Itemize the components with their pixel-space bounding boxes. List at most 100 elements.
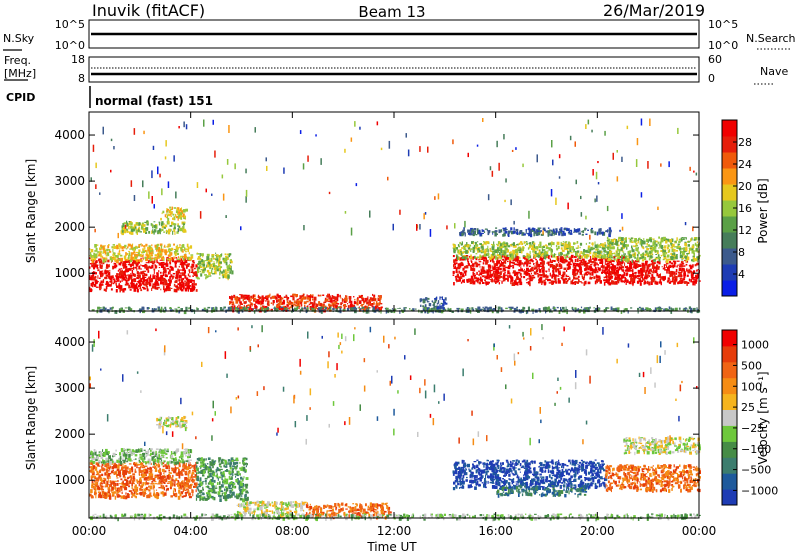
range-gate-cell — [637, 256, 639, 259]
range-gate-cell — [540, 227, 542, 229]
range-gate-cell — [126, 222, 128, 227]
range-gate-cell — [163, 288, 166, 293]
range-gate-cell — [118, 308, 120, 312]
range-gate-cell — [526, 253, 529, 256]
range-gate-cell — [489, 278, 492, 280]
range-gate-cell — [111, 307, 114, 310]
range-gate-cell — [627, 255, 629, 257]
range-gate-cell — [124, 277, 126, 280]
range-gate-cell — [676, 308, 678, 310]
range-gate-cell — [670, 256, 674, 260]
range-gate-cell — [306, 300, 309, 303]
range-gate-cell — [669, 264, 672, 268]
range-gate-cell — [496, 261, 499, 265]
range-gate-cell — [119, 288, 121, 293]
range-gate-cell — [165, 275, 168, 277]
range-gate-cell — [100, 251, 102, 253]
range-gate-cell — [210, 258, 213, 262]
range-gate-cell — [642, 263, 644, 267]
range-gate-cell — [150, 274, 152, 279]
range-gate-cell — [96, 265, 98, 268]
range-gate-cell — [632, 273, 634, 277]
range-gate-cell — [287, 309, 289, 311]
range-gate-cell — [152, 229, 154, 234]
range-gate-cell — [539, 265, 543, 267]
range-gate-cell — [664, 245, 667, 247]
range-gate-cell — [640, 253, 643, 256]
range-gate-cell — [143, 277, 145, 281]
range-gate-cell — [127, 263, 129, 266]
range-gate-cell — [112, 253, 114, 257]
range-gate-cell — [197, 256, 200, 259]
range-gate-cell — [668, 258, 672, 261]
range-gate-cell — [489, 271, 491, 275]
range-gate-cell — [546, 245, 548, 248]
range-gate-cell — [206, 275, 210, 277]
range-gate-cell — [574, 272, 577, 277]
range-gate-cell — [657, 241, 660, 244]
range-gate-cell — [118, 250, 120, 253]
range-gate-cell — [526, 263, 528, 267]
range-gate-cell — [641, 253, 645, 255]
range-gate-cell — [686, 268, 688, 272]
range-gate-cell — [142, 279, 145, 283]
range-gate-cell — [177, 225, 180, 227]
range-gate-cell — [454, 258, 457, 262]
range-gate-cell — [161, 265, 165, 268]
range-gate-cell — [308, 299, 310, 302]
range-gate-cell — [294, 304, 298, 307]
range-gate-cell — [223, 261, 227, 264]
range-gate-cell — [422, 308, 425, 311]
range-gate-cell — [209, 260, 212, 263]
range-gate-cell — [140, 308, 143, 312]
range-gate-cell — [456, 279, 458, 283]
range-gate-cell — [488, 276, 490, 280]
range-gate-cell — [605, 307, 608, 311]
range-gate-cell — [661, 239, 664, 243]
range-gate-cell — [165, 216, 167, 219]
range-gate-cell — [600, 243, 602, 245]
range-gate-cell — [666, 254, 670, 258]
range-gate-cell — [160, 222, 163, 227]
range-gate-cell — [584, 227, 586, 231]
range-gate-cell — [118, 243, 121, 246]
range-gate-cell — [140, 264, 142, 266]
range-gate-cell — [630, 261, 633, 265]
range-gate-cell — [590, 249, 592, 252]
range-gate-cell — [144, 221, 147, 224]
range-gate-cell — [149, 277, 151, 281]
range-gate-cell — [159, 259, 163, 261]
range-gate-cell — [157, 282, 159, 286]
range-gate-cell — [112, 257, 115, 261]
range-gate-cell — [102, 250, 106, 253]
range-gate-cell — [693, 250, 696, 252]
range-gate-cell — [94, 279, 98, 283]
range-gate-cell — [374, 307, 377, 311]
range-gate-cell — [628, 281, 632, 285]
range-gate-cell — [189, 279, 193, 283]
range-gate-cell — [546, 254, 549, 257]
range-gate-cell — [472, 267, 475, 269]
range-gate-cell — [130, 273, 132, 275]
range-gate-cell — [585, 233, 588, 235]
range-gate-cell — [578, 281, 582, 283]
range-gate-cell — [361, 296, 363, 298]
range-gate-cell — [226, 309, 229, 311]
range-gate-cell — [504, 252, 507, 256]
range-gate-cell — [184, 264, 188, 266]
range-gate-cell — [89, 274, 91, 278]
range-gate-cell — [169, 244, 171, 247]
range-gate-cell — [172, 217, 175, 220]
range-gate-cell — [654, 251, 656, 253]
range-gate-cell — [486, 272, 490, 276]
range-gate-cell — [664, 269, 667, 271]
range-gate-cell — [668, 244, 670, 248]
range-gate-cell — [527, 254, 531, 256]
range-gate-cell — [617, 246, 619, 251]
range-gate-cell — [136, 230, 139, 232]
range-gate-cell — [347, 305, 350, 309]
range-gate-cell — [655, 243, 658, 247]
range-gate-cell — [533, 242, 536, 245]
range-gate-cell — [161, 275, 163, 278]
range-gate-cell — [624, 240, 626, 243]
